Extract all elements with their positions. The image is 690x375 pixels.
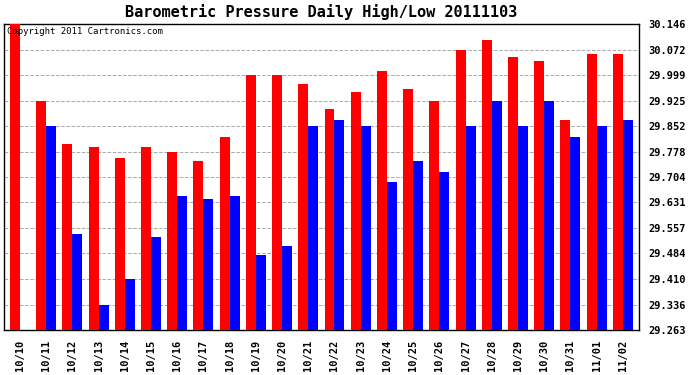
Bar	[466, 126, 475, 330]
Bar	[597, 126, 607, 330]
Bar	[613, 54, 623, 330]
Bar	[230, 196, 239, 330]
Bar	[377, 71, 387, 330]
Bar	[219, 137, 230, 330]
Bar	[72, 234, 82, 330]
Bar	[518, 126, 528, 330]
Bar	[492, 100, 502, 330]
Bar	[387, 182, 397, 330]
Bar	[351, 92, 361, 330]
Bar	[177, 196, 187, 330]
Bar	[272, 75, 282, 330]
Bar	[36, 100, 46, 330]
Bar	[88, 147, 99, 330]
Bar	[141, 147, 151, 330]
Bar	[544, 100, 554, 330]
Text: Copyright 2011 Cartronics.com: Copyright 2011 Cartronics.com	[8, 27, 164, 36]
Bar	[10, 24, 20, 330]
Bar	[256, 255, 266, 330]
Bar	[204, 200, 213, 330]
Bar	[125, 279, 135, 330]
Bar	[482, 40, 492, 330]
Bar	[46, 126, 56, 330]
Bar	[151, 237, 161, 330]
Bar	[413, 161, 423, 330]
Bar	[623, 120, 633, 330]
Bar	[62, 144, 72, 330]
Bar	[115, 158, 125, 330]
Bar	[508, 57, 518, 330]
Bar	[308, 126, 318, 330]
Bar	[403, 88, 413, 330]
Bar	[335, 120, 344, 330]
Bar	[167, 152, 177, 330]
Bar	[361, 126, 371, 330]
Bar	[246, 75, 256, 330]
Bar	[99, 304, 108, 330]
Bar	[429, 100, 440, 330]
Bar	[455, 50, 466, 330]
Bar	[193, 160, 204, 330]
Bar	[282, 246, 292, 330]
Title: Barometric Pressure Daily High/Low 20111103: Barometric Pressure Daily High/Low 20111…	[125, 4, 518, 20]
Bar	[571, 137, 580, 330]
Bar	[560, 120, 571, 330]
Bar	[586, 54, 597, 330]
Bar	[534, 61, 544, 330]
Bar	[298, 84, 308, 330]
Bar	[324, 109, 335, 330]
Bar	[440, 172, 449, 330]
